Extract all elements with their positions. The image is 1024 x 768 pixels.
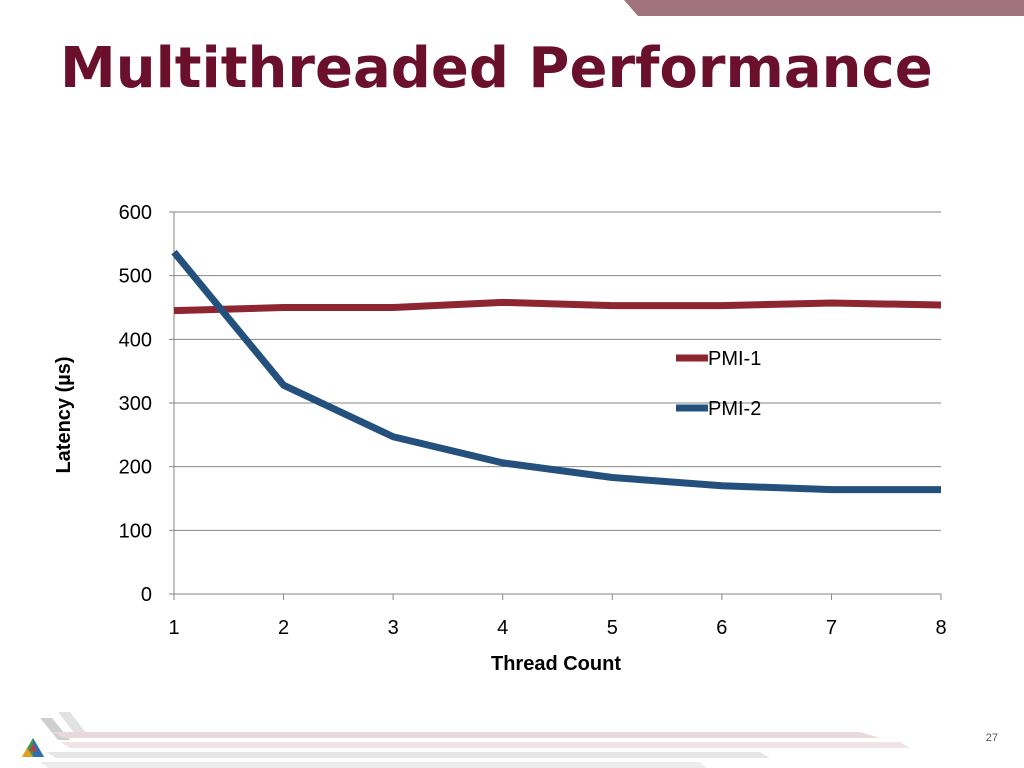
footer-chevron-lighter: [58, 712, 90, 738]
x-tick-label: 4: [497, 617, 508, 639]
y-tick-label: 400: [119, 329, 152, 351]
series-line-pmi-2: [171, 249, 941, 494]
legend-label: PMI-1: [708, 348, 761, 370]
x-tick-label: 3: [388, 617, 399, 639]
series-lines: [171, 249, 942, 494]
x-axis-title: Thread Count: [491, 653, 621, 675]
y-tick-label: 0: [141, 584, 152, 606]
footer-stripe-1: [52, 732, 880, 738]
series-line-pmi-1: [173, 298, 942, 315]
y-tick-label: 300: [119, 393, 152, 415]
slide-title: Multithreaded Performance: [60, 36, 933, 101]
footer-stripe-2: [60, 742, 910, 748]
footer-stripe-3: [46, 752, 770, 758]
page-number: 27: [985, 732, 998, 744]
x-tick-label: 5: [607, 617, 618, 639]
legend: PMI-1 PMI-2: [676, 348, 761, 420]
x-tick-label: 8: [935, 617, 946, 639]
legend-label: PMI-2: [708, 398, 761, 420]
x-tick-label: 7: [826, 617, 837, 639]
triangle-logo-icon: [22, 738, 44, 757]
footer-stripe-4: [40, 762, 706, 768]
x-tick-label: 6: [716, 617, 727, 639]
y-axis-title: Latency (µs): [53, 356, 75, 473]
x-tick-labels: 1 2 3 4 5 6 7 8: [168, 594, 947, 639]
top-accent-bar: [624, 0, 1024, 16]
y-tick-labels: 0 100 200 300 400 500 600: [119, 202, 174, 606]
y-tick-label: 600: [119, 202, 152, 224]
y-tick-label: 500: [119, 266, 152, 288]
y-tick-label: 200: [119, 457, 152, 479]
x-tick-label: 2: [278, 617, 289, 639]
y-tick-label: 100: [119, 520, 152, 542]
x-tick-label: 1: [168, 617, 179, 639]
